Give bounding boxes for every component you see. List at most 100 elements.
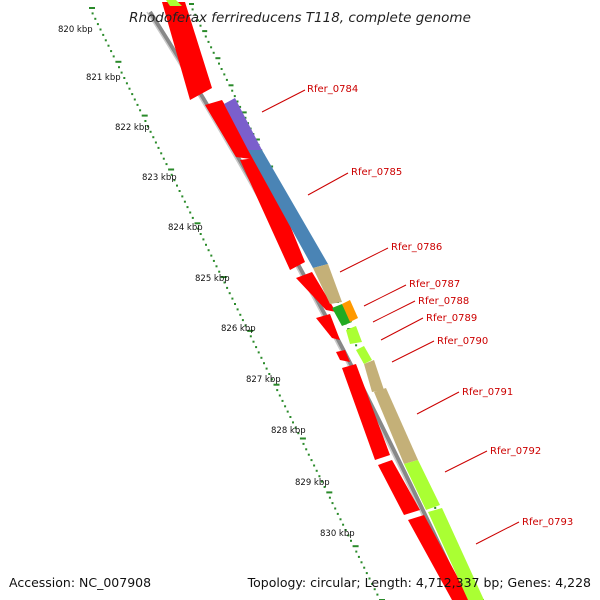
gene-label: Rfer_0790 <box>437 336 488 347</box>
minor-tick <box>125 82 128 85</box>
major-tick <box>141 114 148 117</box>
leader-line <box>416 391 460 415</box>
cds-arrow <box>342 364 390 460</box>
minor-tick <box>313 464 316 467</box>
minor-tick <box>226 286 229 289</box>
minor-tick <box>202 238 205 241</box>
minor-tick <box>210 46 213 49</box>
minor-tick <box>360 561 363 564</box>
minor-tick <box>276 389 279 392</box>
minor-tick <box>292 421 294 424</box>
major-tick <box>189 3 194 5</box>
minor-tick <box>218 62 220 65</box>
minor-tick <box>281 399 284 402</box>
major-tick <box>352 545 359 548</box>
minor-tick <box>191 8 194 11</box>
minor-tick <box>350 539 352 542</box>
minor-tick <box>99 28 102 31</box>
major-tick <box>89 7 95 9</box>
leader-line <box>380 317 424 341</box>
leader-line <box>307 172 349 196</box>
minor-tick <box>218 270 221 273</box>
minor-tick <box>110 50 113 53</box>
minor-tick <box>223 73 226 76</box>
major-tick <box>247 329 254 332</box>
kbp-tick-label: 830 kbp <box>320 529 355 539</box>
kbp-axis: 820 kbp 821 kbp 822 kbp 823 kbp 824 kbp … <box>58 25 355 539</box>
leader-line <box>391 340 435 363</box>
minor-tick <box>128 87 131 90</box>
gene-block <box>224 98 262 150</box>
gene-block <box>364 360 384 392</box>
minor-tick <box>183 200 186 203</box>
minor-tick <box>199 24 202 27</box>
gene-labels: Rfer_0784 Rfer_0785 Rfer_0786 Rfer_0787 … <box>307 84 573 528</box>
minor-tick <box>297 432 300 435</box>
minor-tick <box>112 55 115 58</box>
major-tick <box>326 491 333 494</box>
minor-tick <box>96 23 99 26</box>
minor-tick <box>204 35 207 38</box>
minor-tick <box>165 163 168 166</box>
minor-tick <box>289 416 292 418</box>
minor-tick <box>207 249 210 252</box>
minor-tick <box>176 184 178 187</box>
minor-tick <box>104 39 107 42</box>
minor-tick <box>220 68 223 70</box>
minor-tick <box>234 303 236 305</box>
kbp-tick-label: 829 kbp <box>295 478 330 488</box>
minor-tick <box>355 344 358 347</box>
minor-tick <box>347 534 350 537</box>
major-tick <box>215 57 221 60</box>
gene-label: Rfer_0786 <box>391 242 442 253</box>
major-tick <box>202 30 208 33</box>
feature-track <box>166 0 484 600</box>
minor-tick <box>336 512 339 515</box>
map-title: Rhodoferax ferrireducens T118, complete … <box>129 10 471 26</box>
leader-line <box>444 450 488 473</box>
minor-tick <box>323 486 326 488</box>
minor-tick <box>244 116 247 119</box>
major-tick <box>241 111 247 114</box>
minor-tick <box>118 66 120 69</box>
minor-tick <box>368 577 371 580</box>
gene-label: Rfer_0792 <box>490 446 541 457</box>
kbp-tick-label: 823 kbp <box>142 173 177 183</box>
minor-tick <box>170 173 173 176</box>
minor-tick <box>231 89 234 92</box>
minor-tick <box>181 195 184 198</box>
minor-tick <box>373 588 376 591</box>
gene-block <box>313 264 342 304</box>
minor-tick <box>107 44 110 47</box>
gene-label: Rfer_0784 <box>307 84 358 95</box>
minor-tick <box>147 125 149 128</box>
minor-tick <box>144 120 147 122</box>
major-tick <box>228 84 234 87</box>
leader-line <box>363 284 407 307</box>
minor-tick <box>157 146 160 149</box>
minor-tick <box>239 105 242 108</box>
minor-tick <box>225 78 228 81</box>
minor-tick <box>152 136 155 139</box>
major-tick <box>115 60 122 63</box>
minor-tick <box>233 95 236 98</box>
gene-block <box>166 0 182 6</box>
minor-tick <box>173 179 176 182</box>
minor-tick <box>131 93 134 96</box>
leader-line <box>475 521 520 545</box>
major-tick <box>273 383 280 386</box>
leader-line <box>372 300 416 323</box>
kbp-tick-label: 822 kbp <box>115 123 150 133</box>
minor-tick <box>236 308 239 311</box>
minor-tick <box>149 130 152 133</box>
minor-tick <box>196 19 199 22</box>
cds-arrow <box>336 350 350 362</box>
minor-tick <box>139 109 142 112</box>
leader-line <box>339 247 389 273</box>
minor-tick <box>241 319 244 322</box>
minor-tick <box>194 13 197 16</box>
gene-block <box>428 508 484 600</box>
gene-block <box>356 346 372 364</box>
minor-tick <box>294 426 297 429</box>
minor-tick <box>199 233 202 235</box>
